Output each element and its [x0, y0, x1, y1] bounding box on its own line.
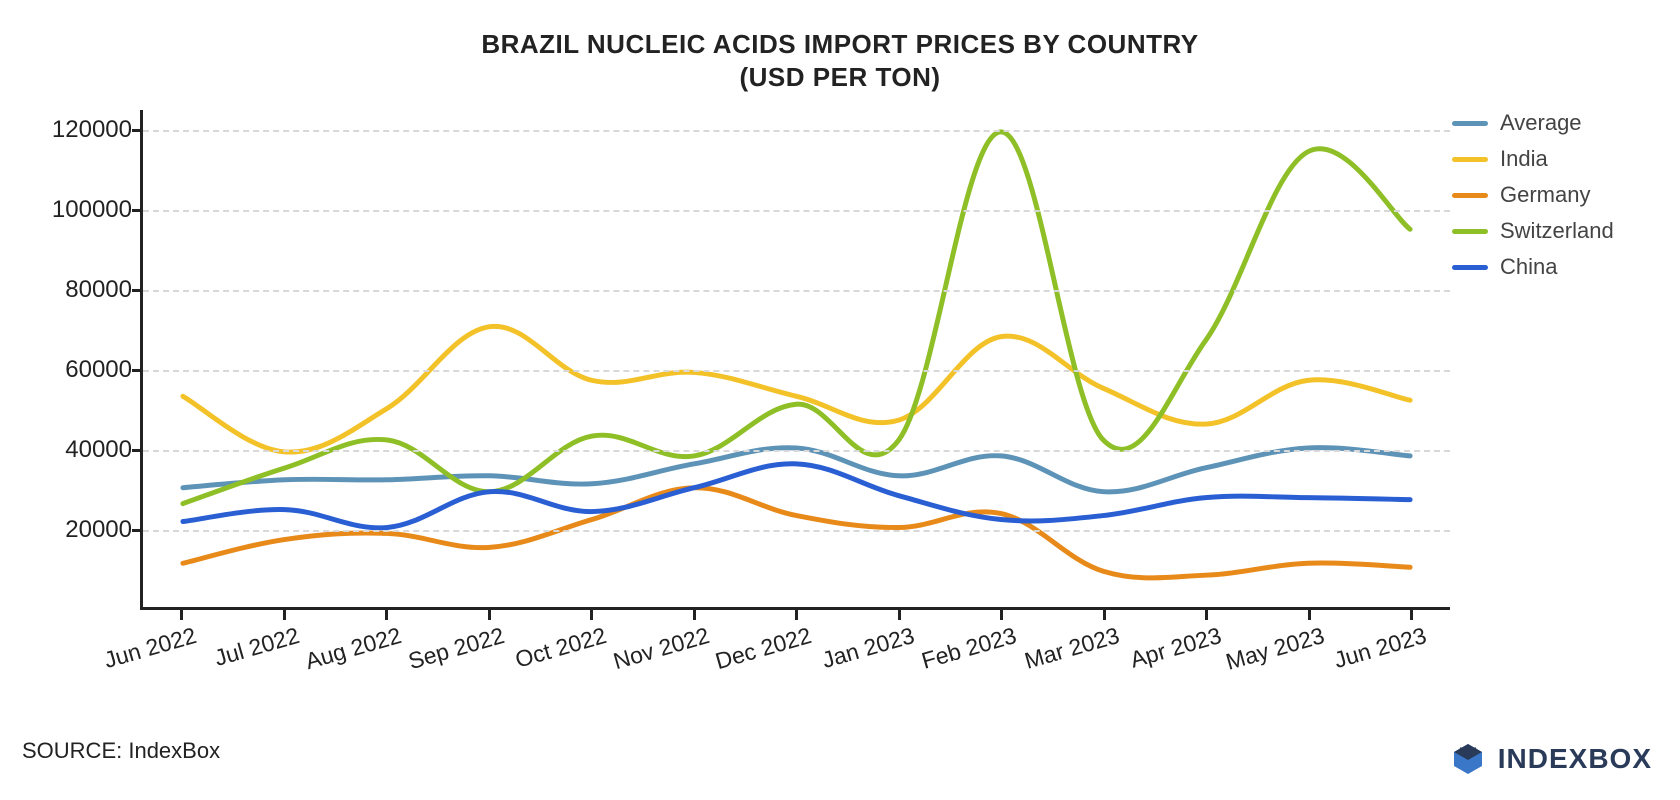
x-tick-dash — [1410, 610, 1413, 620]
y-tick-dash — [132, 369, 140, 372]
y-tick-dash — [132, 209, 140, 212]
gridline — [143, 130, 1450, 132]
chart-container: Average India Germany Switzerland China 2000… — [20, 110, 1660, 670]
x-tick-dash — [590, 610, 593, 620]
legend: Average India Germany Switzerland China — [1452, 110, 1642, 290]
series-line-germany — [183, 488, 1410, 578]
legend-swatch — [1452, 229, 1488, 234]
y-tick-dash — [132, 529, 140, 532]
legend-item-india: India — [1452, 146, 1642, 172]
legend-item-china: China — [1452, 254, 1642, 280]
x-tick-dash — [283, 610, 286, 620]
brand: INDEXBOX — [1448, 742, 1652, 776]
legend-label: Germany — [1500, 182, 1590, 208]
x-tick-dash — [795, 610, 798, 620]
legend-swatch — [1452, 193, 1488, 198]
x-tick-dash — [1103, 610, 1106, 620]
legend-label: India — [1500, 146, 1548, 172]
y-tick-dash — [132, 129, 140, 132]
gridline — [143, 210, 1450, 212]
brand-text: INDEXBOX — [1498, 743, 1652, 775]
gridline — [143, 450, 1450, 452]
x-tick-dash — [693, 610, 696, 620]
brand-logo-icon — [1448, 742, 1488, 776]
y-tick-label: 60000 — [32, 356, 132, 384]
y-tick-dash — [132, 289, 140, 292]
x-tick-dash — [1205, 610, 1208, 620]
gridline — [143, 370, 1450, 372]
y-tick-label: 80000 — [32, 276, 132, 304]
legend-swatch — [1452, 157, 1488, 162]
y-tick-dash — [132, 449, 140, 452]
y-tick-label: 20000 — [32, 516, 132, 544]
source-label: SOURCE: IndexBox — [22, 738, 220, 764]
plot-area — [140, 110, 1450, 610]
gridline — [143, 290, 1450, 292]
legend-label: China — [1500, 254, 1557, 280]
x-tick-dash — [1000, 610, 1003, 620]
y-tick-label: 100000 — [32, 196, 132, 224]
gridline — [143, 530, 1450, 532]
x-tick-dash — [385, 610, 388, 620]
chart-title: BRAZIL NUCLEIC ACIDS IMPORT PRICES BY CO… — [0, 0, 1680, 93]
legend-swatch — [1452, 265, 1488, 270]
chart-title-line1: BRAZIL NUCLEIC ACIDS IMPORT PRICES BY CO… — [0, 28, 1680, 61]
legend-label: Average — [1500, 110, 1582, 136]
x-tick-dash — [1308, 610, 1311, 620]
series-line-average — [183, 448, 1410, 492]
series-line-india — [183, 326, 1410, 452]
chart-title-line2: (USD PER TON) — [0, 61, 1680, 94]
y-tick-label: 40000 — [32, 436, 132, 464]
y-tick-label: 120000 — [32, 116, 132, 144]
line-svg — [143, 110, 1450, 607]
x-tick-dash — [180, 610, 183, 620]
legend-label: Switzerland — [1500, 218, 1614, 244]
legend-item-germany: Germany — [1452, 182, 1642, 208]
legend-item-average: Average — [1452, 110, 1642, 136]
x-tick-dash — [898, 610, 901, 620]
series-line-china — [183, 464, 1410, 528]
x-tick-dash — [488, 610, 491, 620]
legend-item-switzerland: Switzerland — [1452, 218, 1642, 244]
legend-swatch — [1452, 121, 1488, 126]
